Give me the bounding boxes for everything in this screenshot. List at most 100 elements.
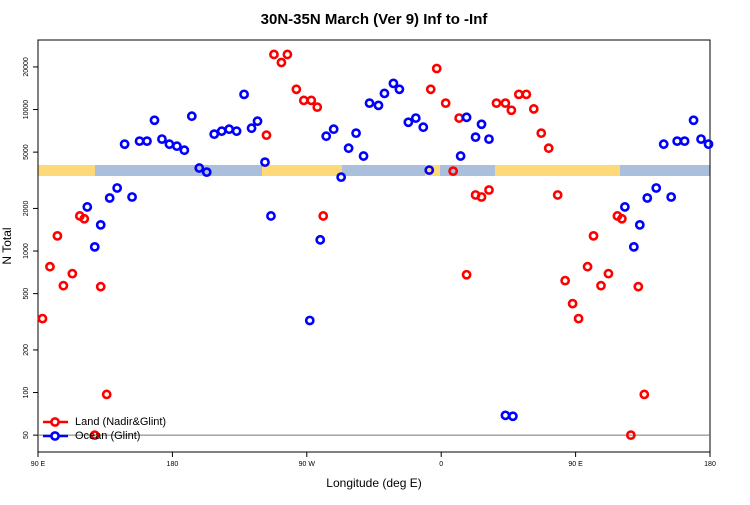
point — [424, 165, 435, 176]
x-tick-label: 0 — [439, 461, 443, 468]
point — [306, 95, 317, 106]
legend-marker — [50, 417, 60, 427]
legend-marker — [50, 431, 60, 441]
point — [696, 134, 706, 145]
point — [312, 102, 323, 113]
point — [628, 241, 639, 252]
point — [639, 389, 650, 400]
point — [276, 57, 287, 68]
point — [95, 281, 106, 292]
point — [298, 95, 309, 106]
y-tick-label: 100 — [23, 387, 30, 399]
point — [642, 193, 653, 203]
point — [52, 230, 63, 241]
land-band — [38, 165, 95, 176]
legend-label: Ocean (Glint) — [75, 430, 140, 442]
point — [672, 136, 683, 147]
point — [379, 88, 390, 99]
land-band — [262, 165, 342, 176]
point — [388, 78, 399, 89]
series — [37, 49, 650, 441]
point — [82, 202, 93, 212]
land-band — [495, 165, 620, 176]
x-tick-label: 180 — [167, 461, 179, 468]
point — [164, 139, 175, 150]
point — [651, 183, 662, 193]
point — [521, 89, 532, 100]
point — [336, 172, 347, 183]
point — [403, 117, 414, 128]
point — [616, 213, 627, 224]
point — [543, 143, 554, 154]
point — [37, 313, 48, 324]
point — [89, 241, 100, 252]
point — [209, 129, 220, 140]
legend-label: Land (Nadir&Glint) — [75, 416, 166, 428]
point — [104, 193, 115, 203]
point — [127, 192, 137, 202]
ocean-band — [38, 165, 710, 176]
chart-title: 30N-35N March (Ver 9) Inf to -Inf — [261, 11, 489, 28]
y-tick-label: 1000 — [23, 243, 30, 259]
point — [703, 139, 714, 150]
point — [410, 113, 421, 123]
point — [679, 136, 690, 147]
point — [567, 298, 578, 309]
point — [304, 315, 315, 326]
point — [461, 112, 472, 123]
point — [321, 131, 332, 142]
point — [476, 192, 487, 202]
point — [216, 126, 227, 137]
point — [269, 49, 279, 60]
point — [246, 123, 257, 134]
point — [95, 219, 106, 230]
point — [536, 128, 547, 139]
point — [201, 167, 212, 178]
point — [343, 143, 354, 154]
point — [142, 136, 152, 147]
point — [171, 141, 182, 152]
y-axis-label: N Total — [0, 227, 14, 264]
point — [351, 128, 361, 139]
point — [500, 410, 511, 421]
point — [461, 269, 472, 280]
point — [573, 313, 584, 324]
point — [440, 98, 451, 109]
point — [425, 84, 436, 95]
point — [454, 113, 465, 123]
point — [418, 122, 429, 133]
point — [560, 275, 571, 286]
y-tick-label: 50 — [23, 431, 30, 439]
point — [186, 111, 197, 122]
point — [149, 115, 160, 126]
x-tick-label: 90 W — [299, 461, 316, 468]
point — [528, 104, 539, 114]
y-tick-label: 200 — [23, 344, 30, 356]
point — [603, 268, 614, 279]
point — [328, 124, 339, 135]
point — [89, 430, 100, 441]
y-tick-label: 20000 — [23, 57, 30, 77]
point — [552, 190, 563, 200]
point — [619, 202, 630, 212]
point — [448, 166, 459, 177]
point — [500, 98, 511, 109]
point — [194, 163, 205, 173]
point — [476, 119, 487, 130]
series — [82, 78, 714, 422]
x-axis-label: Longitude (deg E) — [326, 476, 421, 490]
point — [260, 157, 270, 168]
point — [491, 98, 502, 109]
point — [318, 211, 329, 221]
point — [112, 183, 123, 193]
point — [291, 84, 302, 95]
point — [634, 219, 645, 230]
plot-frame — [37, 39, 711, 453]
point — [134, 136, 145, 147]
y-tick-label: 5000 — [23, 144, 30, 160]
point — [666, 192, 677, 202]
point — [455, 151, 466, 161]
point — [358, 151, 369, 161]
